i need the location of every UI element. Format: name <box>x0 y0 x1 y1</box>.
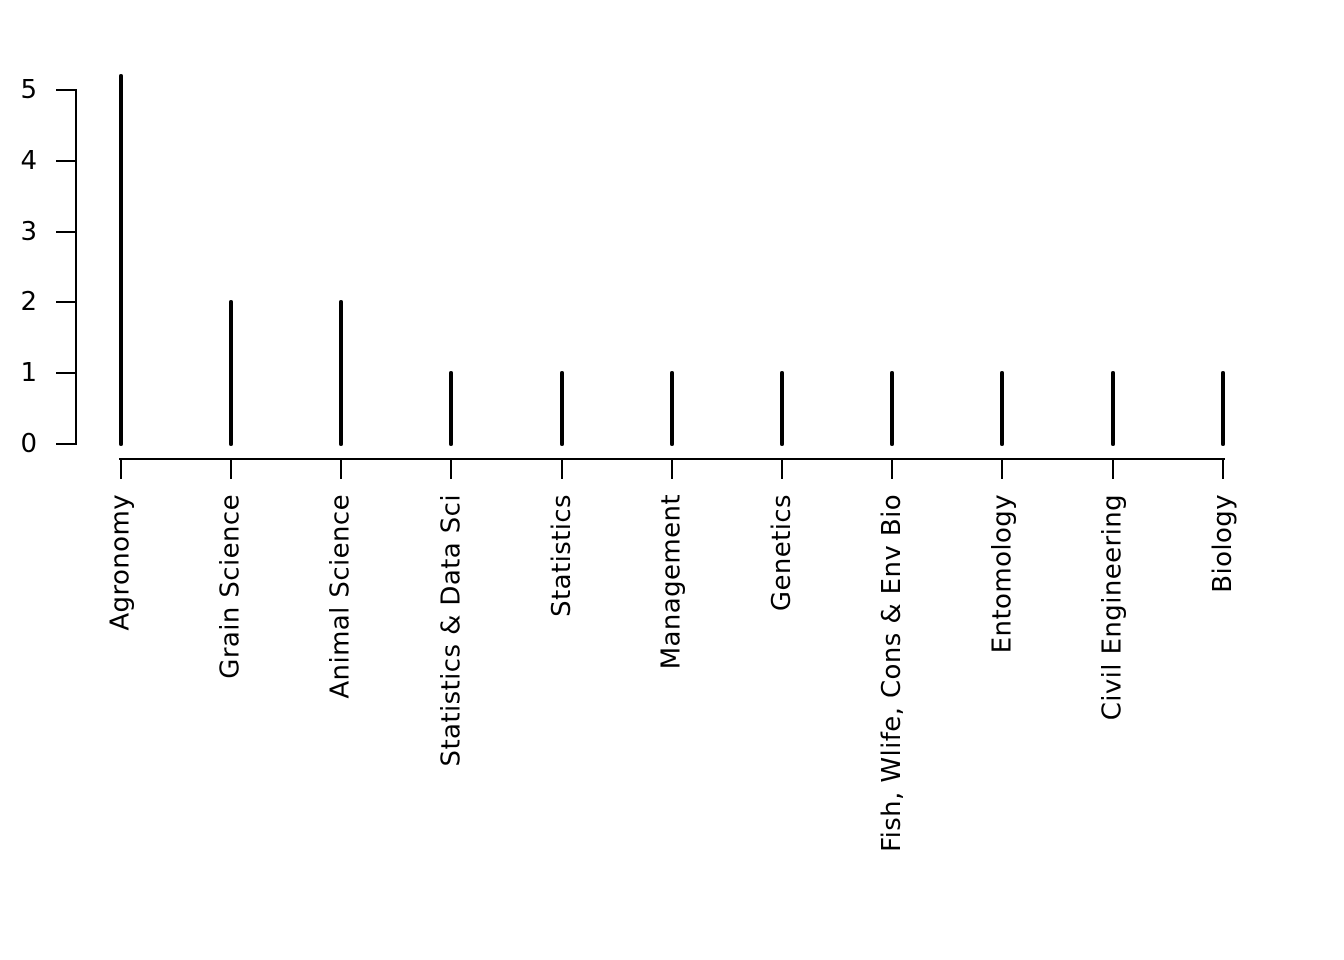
y-tick <box>56 372 76 375</box>
data-spike <box>1000 371 1005 446</box>
data-spike <box>228 300 233 446</box>
data-spike <box>449 371 454 446</box>
x-tick <box>891 458 894 479</box>
y-tick-label: 1 <box>20 358 37 389</box>
x-tick-label: Grain Science <box>215 494 246 679</box>
x-tick <box>560 458 563 479</box>
data-spike <box>1220 371 1225 446</box>
x-tick <box>670 458 673 479</box>
x-tick <box>450 458 453 479</box>
x-tick-label: Statistics <box>546 494 577 617</box>
x-tick <box>1111 458 1114 479</box>
x-tick-label: Agronomy <box>105 494 136 631</box>
data-spike <box>1110 371 1115 446</box>
x-tick-label: Statistics & Data Sci <box>436 494 467 767</box>
y-tick-label: 0 <box>20 429 37 459</box>
data-spike <box>779 371 784 446</box>
y-tick <box>56 89 76 91</box>
y-tick <box>56 159 76 162</box>
x-tick-label: Animal Science <box>326 494 357 699</box>
y-tick <box>56 443 76 445</box>
y-tick-label: 5 <box>20 75 37 105</box>
y-tick <box>56 301 76 304</box>
y-tick-label: 2 <box>20 287 37 318</box>
x-tick <box>340 458 343 479</box>
y-tick <box>56 230 76 233</box>
x-tick <box>119 458 122 479</box>
y-tick-label: 3 <box>20 216 37 247</box>
x-tick <box>229 458 232 479</box>
x-tick <box>780 458 783 479</box>
data-spike <box>339 300 344 446</box>
y-axis-line <box>75 89 77 445</box>
x-tick-label: Genetics <box>766 494 797 612</box>
x-tick-label: Entomology <box>987 494 1018 654</box>
x-tick-label: Management <box>656 494 687 670</box>
x-tick-label: Biology <box>1207 494 1238 593</box>
data-spike <box>118 73 123 446</box>
data-spike <box>559 371 564 446</box>
x-tick-label: Civil Engineering <box>1097 494 1128 721</box>
data-spike <box>890 371 895 446</box>
x-tick <box>1221 458 1224 479</box>
x-tick <box>1001 458 1004 479</box>
y-tick-label: 4 <box>20 145 37 176</box>
data-spike <box>669 371 674 446</box>
x-tick-label: Fish, Wlife, Cons & Env Bio <box>877 494 908 852</box>
